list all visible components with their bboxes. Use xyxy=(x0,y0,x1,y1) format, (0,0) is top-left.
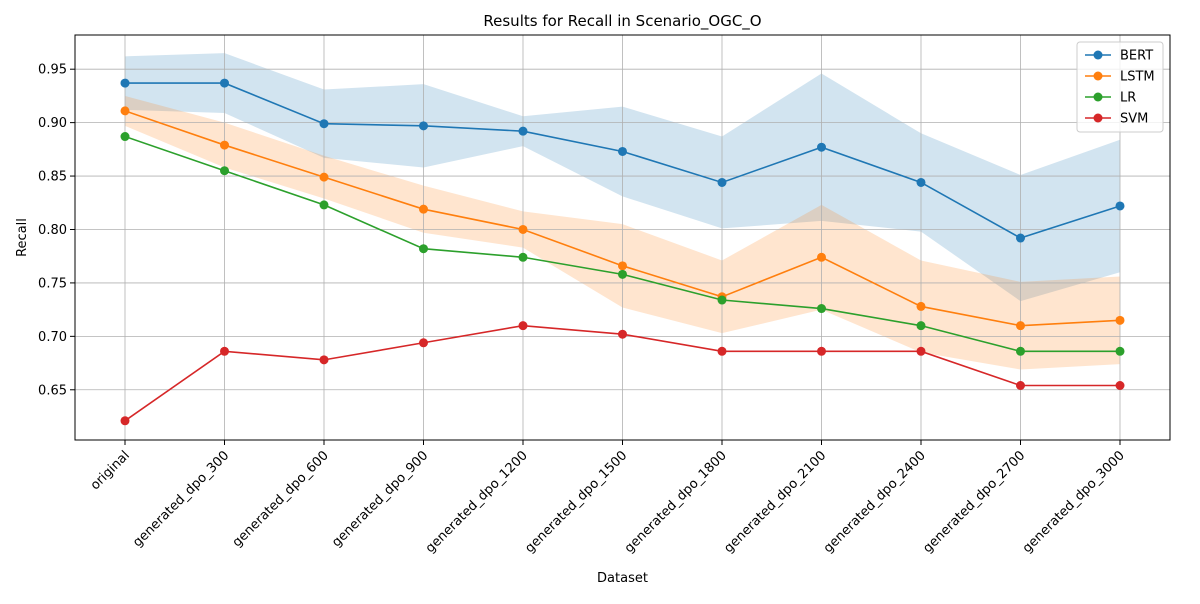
point-bert xyxy=(120,78,130,88)
point-bert xyxy=(817,142,826,152)
y-tick-label: 0.75 xyxy=(38,276,67,291)
legend-marker-lstm xyxy=(1093,71,1103,81)
point-lstm xyxy=(319,172,329,182)
point-bert xyxy=(1115,201,1125,211)
point-lr xyxy=(1115,346,1125,356)
point-lr xyxy=(916,321,926,331)
y-tick-label: 0.90 xyxy=(38,116,67,131)
point-lr xyxy=(319,200,329,210)
legend-marker-bert xyxy=(1093,50,1103,60)
point-bert xyxy=(1016,233,1025,243)
point-lstm xyxy=(618,261,627,271)
point-lr xyxy=(717,295,727,305)
point-lr xyxy=(817,304,826,314)
point-bert xyxy=(618,146,627,156)
point-svm xyxy=(916,346,926,356)
point-bert xyxy=(916,177,926,187)
legend: BERT LSTM LR SVM xyxy=(1076,41,1164,133)
point-svm xyxy=(419,338,428,348)
legend-label-lstm: LSTM xyxy=(1120,70,1155,85)
legend-marker-lr xyxy=(1093,92,1103,102)
x-tick-label: generated_dpo_1800 xyxy=(622,448,730,556)
y-tick-label: 0.65 xyxy=(38,383,67,398)
point-svm xyxy=(319,355,329,365)
x-axis-title: Dataset xyxy=(597,571,648,586)
point-bert xyxy=(518,126,528,136)
point-lstm xyxy=(120,106,130,116)
point-svm xyxy=(120,416,130,426)
point-lr xyxy=(618,269,627,279)
point-lr xyxy=(1016,346,1025,356)
y-axis-title: Recall xyxy=(15,218,30,257)
point-bert xyxy=(319,119,329,129)
point-svm xyxy=(618,329,627,339)
point-lstm xyxy=(220,140,229,150)
point-lstm xyxy=(817,252,826,262)
legend-label-lr: LR xyxy=(1120,91,1136,106)
x-tick-label: original xyxy=(88,448,133,493)
legend-label-bert: BERT xyxy=(1120,49,1153,64)
y-tick-label: 0.85 xyxy=(38,170,67,185)
legend-marker-svm xyxy=(1093,113,1103,123)
x-tick-label: generated_dpo_600 xyxy=(230,448,332,550)
point-lstm xyxy=(1016,321,1025,331)
x-tick-label: generated_dpo_1500 xyxy=(522,448,630,556)
y-axis-ticks: 0.65 0.70 0.75 0.80 0.85 0.90 0.95 xyxy=(38,63,75,398)
point-svm xyxy=(817,346,826,356)
point-lr xyxy=(120,132,130,142)
point-bert xyxy=(220,78,229,88)
point-svm xyxy=(518,321,528,331)
point-lr xyxy=(220,166,229,176)
point-lstm xyxy=(518,224,528,234)
x-tick-label: generated_dpo_1200 xyxy=(423,448,531,556)
y-tick-label: 0.70 xyxy=(38,330,67,345)
point-lr xyxy=(419,244,428,254)
point-lstm xyxy=(1115,315,1125,325)
x-axis-ticks: originalgenerated_dpo_300generated_dpo_6… xyxy=(88,440,1128,556)
x-tick-label: generated_dpo_2700 xyxy=(920,448,1028,556)
x-tick-label: generated_dpo_2400 xyxy=(821,448,929,556)
legend-label-svm: SVM xyxy=(1120,112,1148,127)
x-tick-label: generated_dpo_300 xyxy=(130,448,232,550)
x-tick-label: generated_dpo_2100 xyxy=(721,448,829,556)
legend-box xyxy=(1076,41,1164,133)
point-bert xyxy=(717,177,727,187)
series-points xyxy=(120,78,1125,426)
x-tick-label: generated_dpo_900 xyxy=(329,448,431,550)
point-svm xyxy=(220,346,229,356)
point-lr xyxy=(518,252,528,262)
chart-title: Results for Recall in Scenario_OGC_O xyxy=(483,12,761,31)
x-tick-label: generated_dpo_3000 xyxy=(1020,448,1128,556)
point-svm xyxy=(717,346,727,356)
point-lstm xyxy=(419,204,428,214)
y-tick-label: 0.80 xyxy=(38,223,67,238)
point-lstm xyxy=(916,301,926,311)
point-svm xyxy=(1016,381,1025,391)
y-tick-label: 0.95 xyxy=(38,63,67,78)
point-bert xyxy=(419,121,428,131)
point-svm xyxy=(1115,381,1125,391)
